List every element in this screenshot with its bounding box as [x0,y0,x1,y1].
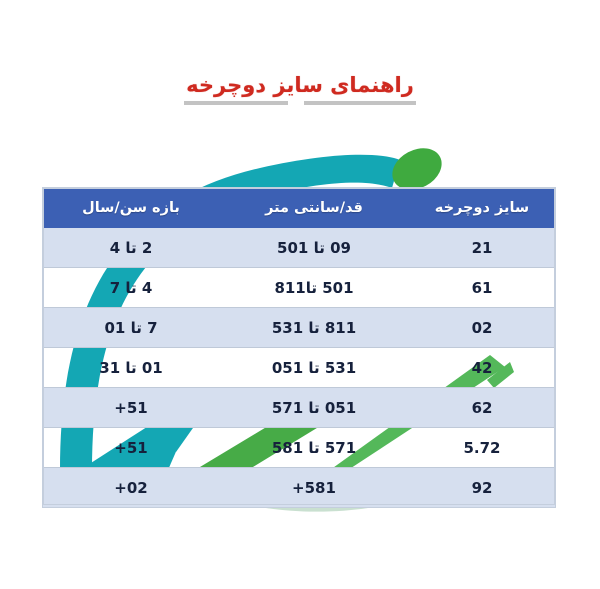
cell-size: 27.5 [409,427,555,468]
cell-size: 16 [409,267,555,308]
cell-age: 2 تا 4 [43,228,219,268]
table-header: بازه سن/سال قد/سانتی متر سایز دوچرخه [43,188,555,228]
cell-age: 4 تا 7 [43,267,219,308]
cell-age: 7 تا 10 [43,307,219,348]
cell-size: 24 [409,347,555,388]
cell-height: 150 تا 175 [219,387,409,428]
cell-size: 26 [409,387,555,428]
title-underline-segment-right [304,101,416,105]
cell-height: 118 تا 135 [219,307,409,348]
cell-age: 15+ [43,427,219,468]
page-title-block: راهنمای سایز دوچرخه [0,72,600,105]
table-row: 15+ 175 تا 185 27.5 [43,427,555,468]
table-header-row: بازه سن/سال قد/سانتی متر سایز دوچرخه [43,188,555,228]
page-title: راهنمای سایز دوچرخه [186,73,414,97]
cell-height: 105 تا118 [219,267,409,308]
table-row: 10 تا 13 135 تا 150 24 [43,347,555,388]
table-row: 4 تا 7 105 تا118 16 [43,267,555,308]
cell-height: 90 تا 105 [219,228,409,268]
cell-size: 12 [409,228,555,268]
cell-age: 20+ [43,467,219,507]
table-row: 15+ 150 تا 175 26 [43,387,555,428]
table-body: 2 تا 4 90 تا 105 12 4 تا 7 105 تا118 16 … [43,228,555,507]
table-row: 20+ 185+ 29 [43,467,555,507]
cell-age: 10 تا 13 [43,347,219,388]
title-underline [184,101,416,105]
title-underline-segment-left [184,101,288,105]
bicycle-size-table: بازه سن/سال قد/سانتی متر سایز دوچرخه 2 ت… [43,188,555,507]
cell-size: 29 [409,467,555,507]
cell-height: 175 تا 185 [219,427,409,468]
cell-height: 135 تا 150 [219,347,409,388]
cell-size: 20 [409,307,555,348]
cell-age: 15+ [43,387,219,428]
table-row: 2 تا 4 90 تا 105 12 [43,228,555,268]
table-row: 7 تا 10 118 تا 135 20 [43,307,555,348]
column-header-size: سایز دوچرخه [409,188,555,228]
column-header-height: قد/سانتی متر [219,188,409,228]
cell-height: 185+ [219,467,409,507]
column-header-age: بازه سن/سال [43,188,219,228]
